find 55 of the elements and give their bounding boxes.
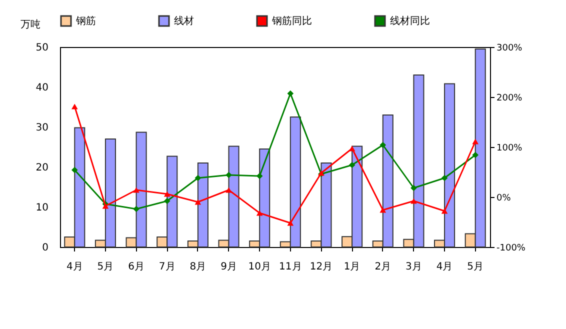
y-tick-label: 30 <box>36 122 48 134</box>
y2-tick-label: 0% <box>496 194 512 204</box>
y-tick-label: 40 <box>36 82 48 94</box>
x-tick-label: 8月 <box>190 262 206 272</box>
point <box>472 152 479 158</box>
x-tick-label: 4月 <box>436 262 453 272</box>
point <box>71 104 78 110</box>
point <box>164 191 170 197</box>
y-tick-label: 0 <box>42 242 48 254</box>
y2-tick-label: 200% <box>496 94 523 104</box>
point <box>472 138 479 144</box>
point <box>441 208 448 214</box>
point <box>102 203 109 209</box>
point <box>287 220 294 226</box>
y-axis-title: 万吨 <box>20 18 40 30</box>
x-tick-label: 12月 <box>310 262 333 272</box>
point <box>380 207 386 213</box>
legend-label: 钢筋 <box>75 15 96 27</box>
x-tick-label: 5月 <box>97 262 114 272</box>
legend-label: 钢筋同比 <box>271 15 312 27</box>
point <box>226 187 232 193</box>
y2-tick-label: 300% <box>496 44 523 54</box>
point <box>441 174 448 182</box>
point <box>256 210 263 216</box>
point <box>380 142 386 148</box>
y2-tick-label: -100% <box>496 244 526 254</box>
point <box>133 187 140 193</box>
legend-label: 线材 <box>174 15 194 27</box>
point <box>410 198 417 204</box>
x-tick-label: 5月 <box>467 262 484 272</box>
point <box>71 166 78 174</box>
y-tick-label: 50 <box>36 42 48 54</box>
x-tick-label: 2月 <box>374 262 392 272</box>
point <box>256 172 263 180</box>
point <box>194 174 202 182</box>
point <box>226 172 232 178</box>
point <box>348 146 356 152</box>
x-tick-label: 4月 <box>66 262 83 272</box>
x-tick-label: 1月 <box>344 262 360 272</box>
point <box>287 90 294 97</box>
x-tick-label: 6月 <box>128 262 144 272</box>
x-tick-label: 7月 <box>158 262 176 272</box>
y-tick-label: 20 <box>36 162 48 174</box>
y-tick-label: 10 <box>36 202 48 214</box>
point <box>194 199 202 205</box>
legend-label: 线材同比 <box>390 15 430 27</box>
y2-tick-label: 100% <box>496 144 523 154</box>
point <box>133 206 140 212</box>
point <box>410 184 417 192</box>
point <box>164 198 170 204</box>
point <box>348 162 356 168</box>
x-tick-label: 11月 <box>279 262 302 272</box>
x-tick-label: 9月 <box>220 262 237 272</box>
x-tick-label: 3月 <box>406 262 422 272</box>
x-tick-label: 10月 <box>248 262 271 272</box>
